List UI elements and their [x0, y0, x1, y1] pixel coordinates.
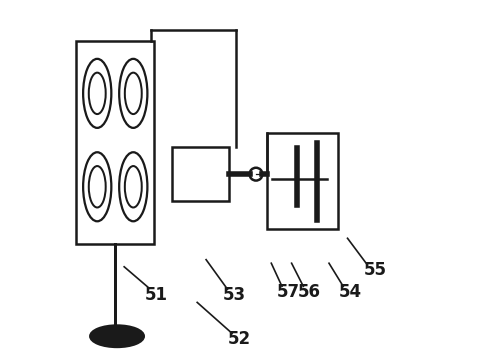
- Ellipse shape: [83, 59, 112, 128]
- Bar: [267, 133, 338, 229]
- Text: 55: 55: [364, 261, 387, 279]
- Bar: [76, 41, 154, 244]
- Text: 53: 53: [223, 286, 246, 304]
- Ellipse shape: [125, 166, 142, 208]
- Ellipse shape: [89, 166, 106, 208]
- Ellipse shape: [119, 152, 148, 221]
- Text: 56: 56: [298, 283, 321, 301]
- Text: 51: 51: [145, 286, 168, 304]
- Text: 57: 57: [277, 283, 300, 301]
- Ellipse shape: [83, 152, 112, 221]
- Text: 54: 54: [339, 283, 362, 301]
- Text: 52: 52: [227, 330, 251, 348]
- Ellipse shape: [89, 73, 106, 114]
- Bar: [172, 148, 229, 201]
- Ellipse shape: [119, 59, 148, 128]
- Circle shape: [249, 168, 262, 181]
- Ellipse shape: [125, 73, 142, 114]
- Ellipse shape: [90, 326, 144, 347]
